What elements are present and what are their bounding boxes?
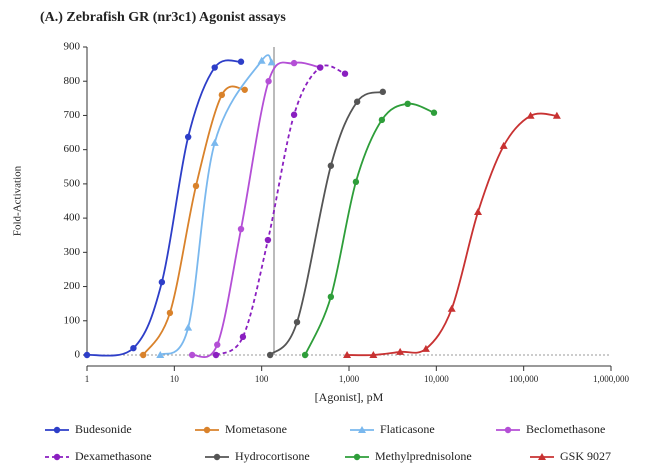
data-point [212,351,220,359]
legend-marker [538,453,546,460]
legend-marker [203,426,211,434]
data-point [378,116,386,124]
data-point [379,88,387,96]
data-point [184,133,192,141]
data-point [316,64,324,71]
y-tick-label: 600 [64,143,81,155]
data-point [214,341,221,348]
data-point [293,318,301,326]
data-point [239,333,247,341]
curve [159,54,273,356]
data-point [499,141,508,149]
data-point [447,304,456,312]
y-tick-label: 800 [64,75,81,87]
legend-marker [53,426,61,434]
legend-marker [353,453,361,461]
data-point [184,323,193,331]
data-point [552,111,561,119]
data-point [237,58,245,65]
data-point [526,111,535,119]
x-tick-label: 100 [255,374,269,384]
curve [142,85,245,356]
data-point [341,70,349,77]
x-tick-label: 100,000 [509,374,539,384]
y-tick-label: 500 [64,177,81,189]
legend-label: Hydrocortisone [235,449,310,463]
y-tick-label: 100 [64,314,81,326]
data-point [158,278,166,286]
y-tick-label: 900 [64,41,81,53]
data-point [267,58,276,66]
data-point [237,225,245,233]
data-point [352,178,360,186]
data-point [218,91,226,99]
data-point [166,309,174,317]
data-point [210,138,219,146]
data-point [211,64,218,71]
curve [269,90,384,356]
data-point [404,100,411,108]
y-axis-label: Fold-Activation [12,165,24,236]
legend-label: Mometasone [225,422,287,436]
legend-label: GSK 9027 [560,449,611,463]
curve [347,112,557,357]
y-tick-label: 300 [64,246,81,258]
data-point [241,86,248,93]
data-point [139,351,147,359]
x-tick-label: 1,000 [339,374,360,384]
data-point [343,351,352,358]
data-point [265,78,272,85]
data-point [257,56,266,64]
y-tick-label: 700 [64,109,81,121]
legend-label: Budesonide [75,422,132,436]
data-point [83,351,91,359]
legend-marker [53,453,61,461]
legend-marker [358,426,366,433]
x-tick-label: 1 [85,374,90,384]
x-tick-label: 1,000,000 [593,374,630,384]
data-point [266,351,274,359]
data-point [327,293,335,301]
x-tick-label: 10,000 [424,374,449,384]
x-axis-label: [Agonist], pM [315,390,384,404]
data-point [290,111,298,118]
data-point [130,344,137,352]
data-point [188,351,196,359]
chart-title: (A.) Zebrafish GR (nr3c1) Agonist assays [40,10,286,25]
legend-label: Flaticasone [380,422,435,436]
y-tick-label: 0 [75,349,81,361]
legend-marker [504,426,512,434]
legend-marker [213,453,221,461]
curve [191,61,321,358]
y-tick-label: 200 [64,280,81,292]
data-point [474,207,483,215]
curve [304,102,435,356]
legend-label: Methylprednisolone [375,449,472,463]
data-point [353,98,361,105]
data-point [421,344,430,352]
data-point [301,351,309,359]
data-point [430,109,438,116]
y-tick-label: 400 [64,212,81,224]
x-tick-label: 10 [170,374,180,384]
data-point [396,347,405,355]
legend-label: Beclomethasone [526,422,605,436]
data-point [369,351,378,358]
legend-label: Dexamethasone [75,449,152,463]
data-point [192,182,200,190]
data-point [290,59,298,67]
data-point [327,162,335,169]
data-point [156,351,165,358]
data-point [264,236,272,244]
